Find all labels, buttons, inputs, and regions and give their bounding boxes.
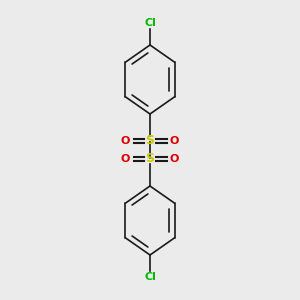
Text: O: O	[170, 154, 179, 164]
Text: O: O	[170, 136, 179, 146]
Text: O: O	[121, 154, 130, 164]
Text: Cl: Cl	[144, 18, 156, 28]
Text: Cl: Cl	[144, 272, 156, 282]
Text: S: S	[146, 134, 154, 148]
Text: O: O	[121, 136, 130, 146]
Text: S: S	[146, 152, 154, 166]
